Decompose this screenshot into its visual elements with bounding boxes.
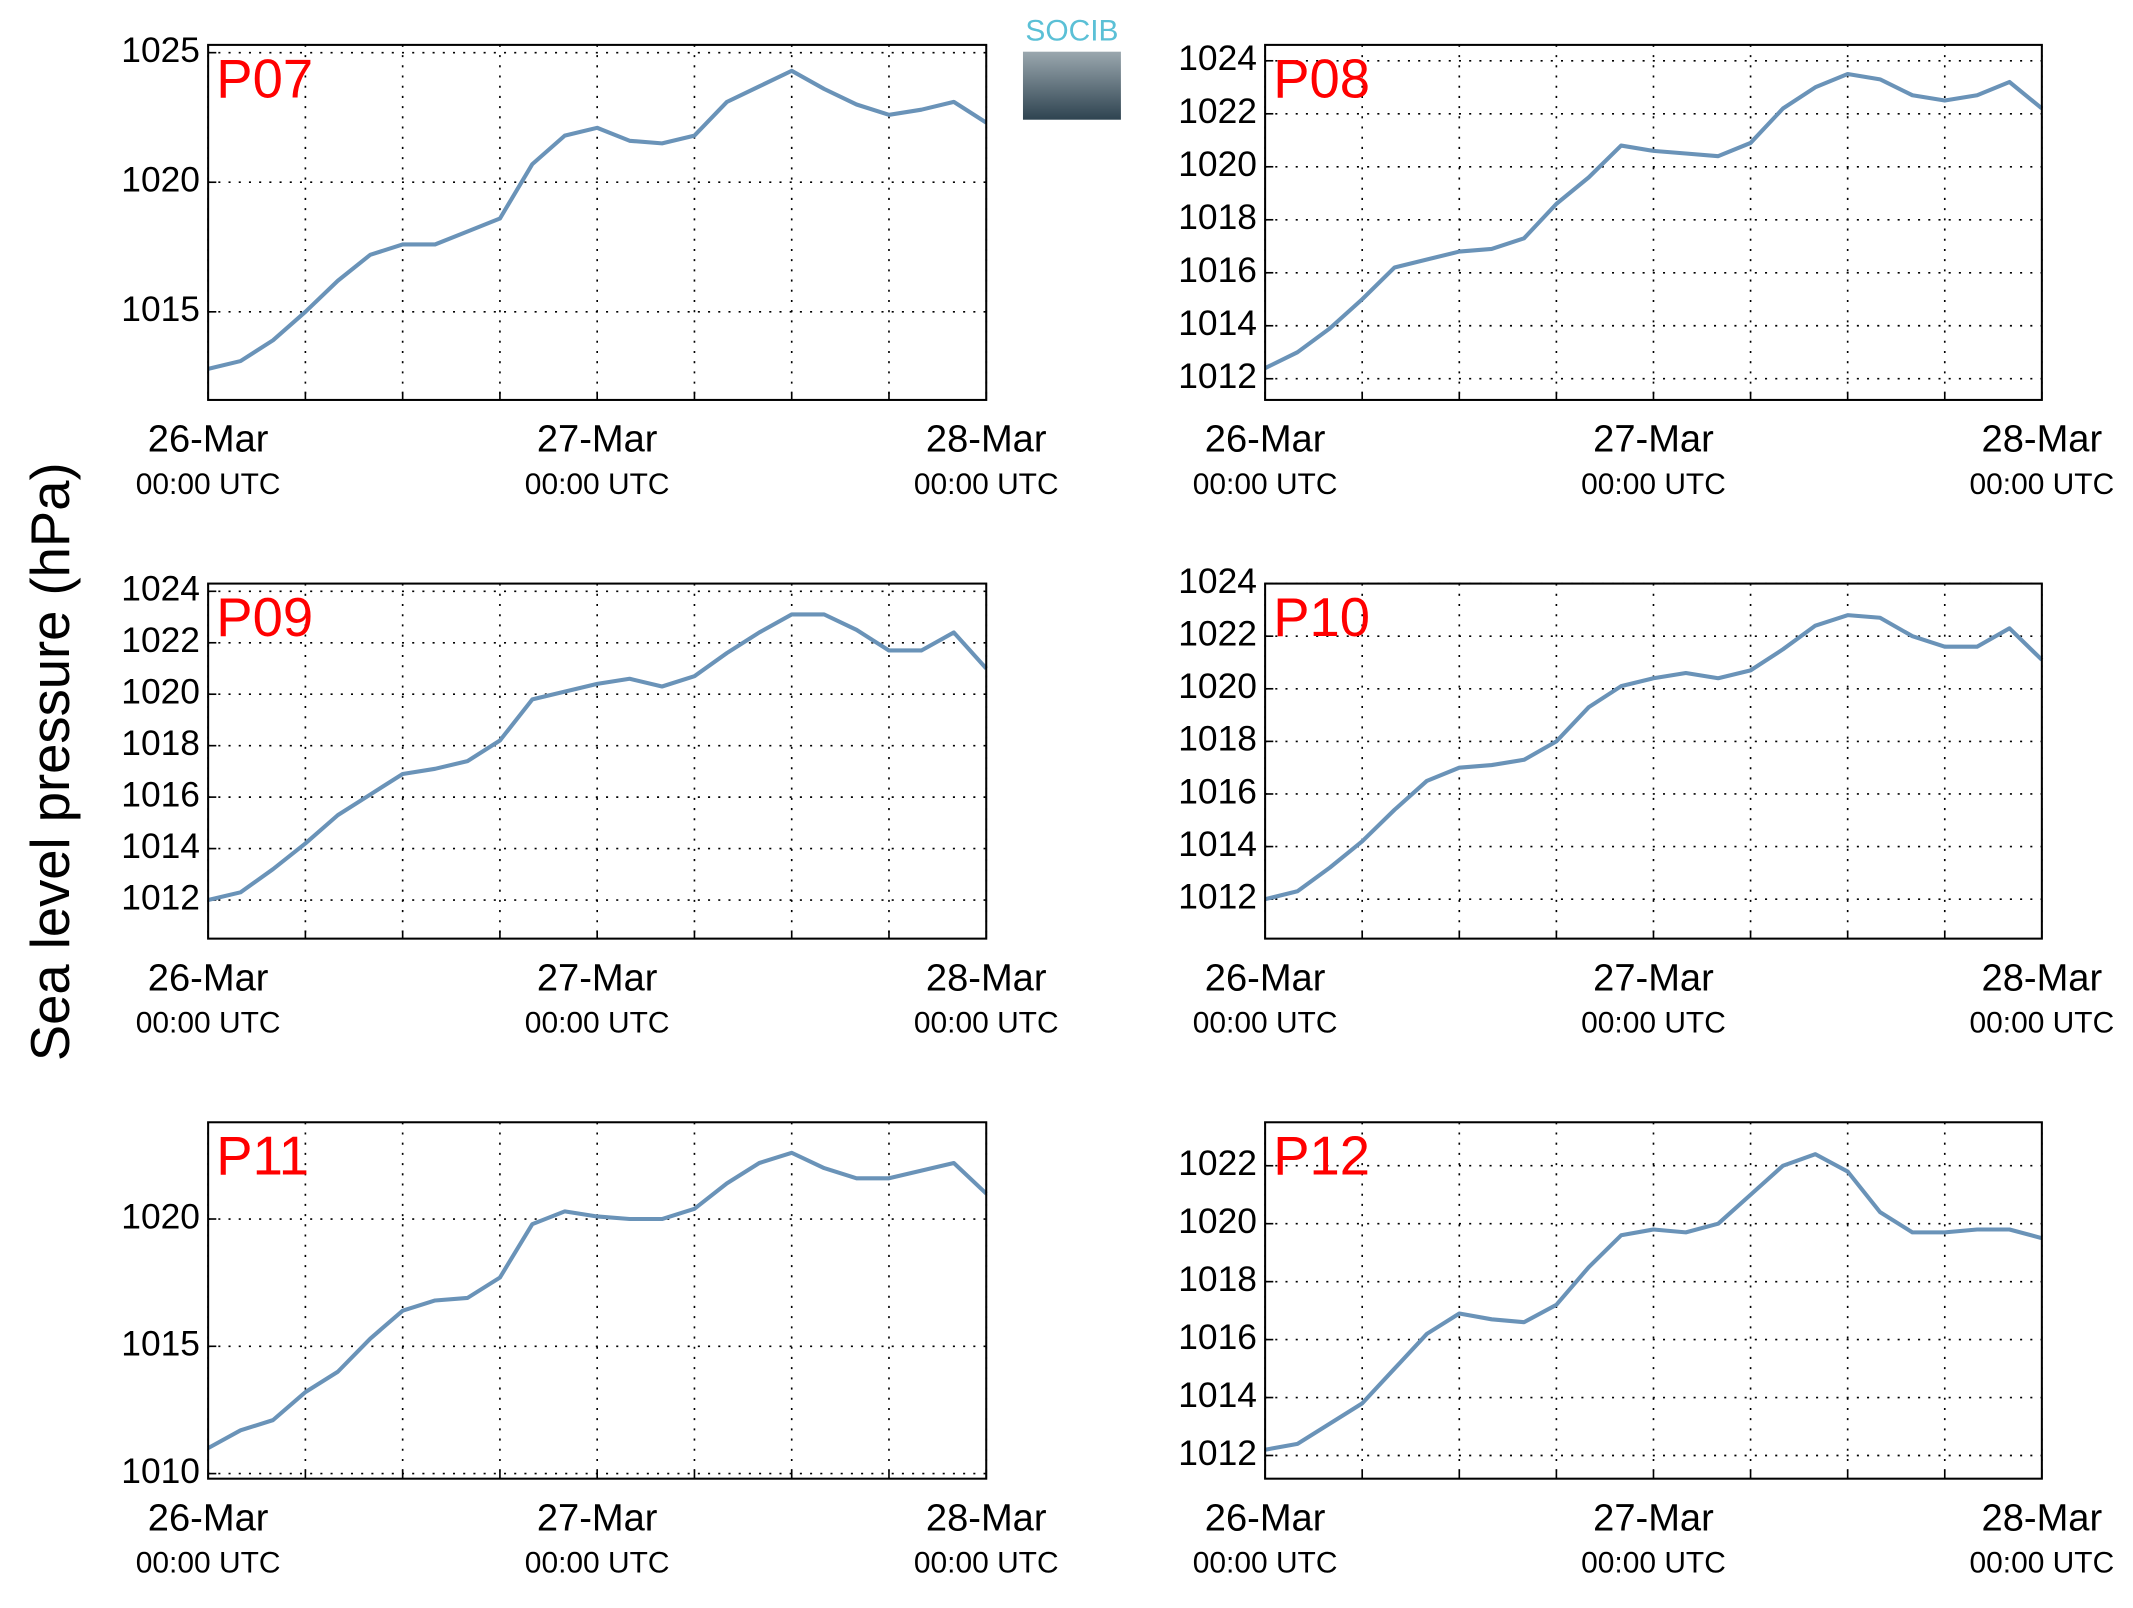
plot-frame (207, 1121, 988, 1480)
y-tick-label: 1018 (1178, 720, 1257, 759)
x-tick-label: 28-Mar 00:00 UTC (1969, 1496, 2115, 1580)
x-tick-label: 27-Mar 00:00 UTC (524, 417, 670, 501)
x-tick-label: 26-Mar 00:00 UTC (1192, 1496, 1338, 1580)
x-tick-label: 27-Mar 00:00 UTC (524, 956, 670, 1040)
panel-title: P10 (1273, 587, 1370, 648)
y-tick-label: 1018 (1178, 198, 1257, 237)
plot-frame (1264, 43, 2043, 401)
x-tick-label: 27-Mar 00:00 UTC (524, 1496, 670, 1580)
y-tick-label: 1012 (1178, 357, 1257, 396)
y-tick-label: 1022 (1178, 92, 1257, 131)
y-tick-label: 1022 (1178, 1144, 1257, 1183)
y-tick-label: 1014 (1178, 304, 1257, 343)
y-tick-label: 1020 (1178, 667, 1257, 706)
x-tick-label: 27-Mar 00:00 UTC (1581, 1496, 1726, 1580)
y-tick-label: 1015 (121, 1325, 200, 1364)
x-tick-label: 26-Mar 00:00 UTC (135, 956, 281, 1040)
y-tick-label: 1012 (1178, 878, 1257, 917)
y-tick-label: 1025 (121, 31, 200, 70)
y-tick-label: 1016 (1178, 772, 1257, 811)
logo-image (1022, 51, 1121, 120)
y-tick-label: 1012 (121, 878, 200, 917)
plot-frame (1264, 582, 2043, 940)
x-tick-label: 28-Mar 00:00 UTC (1969, 956, 2115, 1040)
y-tick-label: 1020 (121, 1197, 200, 1236)
x-tick-label: 26-Mar 00:00 UTC (135, 417, 281, 501)
y-tick-label: 1016 (121, 775, 200, 814)
y-tick-label: 1015 (121, 290, 200, 329)
y-tick-label: 1016 (1178, 251, 1257, 290)
y-tick-label: 1016 (1178, 1318, 1257, 1357)
y-tick-label: 1022 (1178, 615, 1257, 654)
panel-title: P07 (216, 48, 313, 109)
y-tick-label: 1024 (1178, 39, 1257, 78)
y-tick-label: 1020 (121, 673, 200, 712)
line-series (207, 612, 988, 903)
line-series (1264, 1152, 2043, 1452)
plot-frame (207, 43, 988, 401)
x-tick-label: 27-Mar 00:00 UTC (1581, 417, 1726, 501)
line-series (1264, 71, 2044, 370)
panel-title: P08 (1273, 48, 1370, 109)
y-tick-label: 1018 (121, 724, 200, 763)
x-tick-label: 28-Mar 00:00 UTC (913, 956, 1059, 1040)
x-tick-label: 27-Mar 00:00 UTC (1581, 956, 1726, 1040)
logo-text: SOCIB (1025, 15, 1118, 48)
x-tick-label: 26-Mar 00:00 UTC (1192, 417, 1338, 501)
x-tick-label: 28-Mar 00:00 UTC (1969, 417, 2115, 501)
x-tick-label: 26-Mar 00:00 UTC (1192, 956, 1338, 1040)
y-tick-label: 1024 (121, 570, 200, 609)
x-tick-label: 28-Mar 00:00 UTC (913, 417, 1059, 501)
y-tick-label: 1010 (121, 1452, 200, 1491)
x-tick-label: 28-Mar 00:00 UTC (913, 1496, 1059, 1580)
y-tick-label: 1024 (1178, 562, 1257, 601)
y-tick-label: 1022 (121, 621, 200, 660)
panel-title: P11 (216, 1126, 309, 1187)
y-tick-label: 1020 (121, 161, 200, 200)
panel-title: P09 (216, 587, 313, 648)
y-tick-label: 1020 (1178, 1202, 1257, 1241)
y-tick-label: 1020 (1178, 145, 1257, 184)
plot-frame (1264, 1121, 2043, 1480)
line-series (207, 68, 988, 371)
panel-title: P12 (1273, 1126, 1370, 1187)
plot-frame (207, 582, 988, 940)
y-tick-label: 1012 (1178, 1434, 1257, 1473)
x-tick-label: 26-Mar 00:00 UTC (135, 1496, 281, 1580)
line-series (1264, 613, 2044, 902)
y-tick-label: 1014 (121, 827, 200, 866)
line-series (207, 1150, 988, 1450)
y-tick-label: 1014 (1178, 825, 1257, 864)
y-tick-label: 1018 (1178, 1260, 1257, 1299)
y-axis-label: Sea level pressure (hPa) (20, 462, 81, 1061)
y-tick-label: 1014 (1178, 1376, 1257, 1415)
